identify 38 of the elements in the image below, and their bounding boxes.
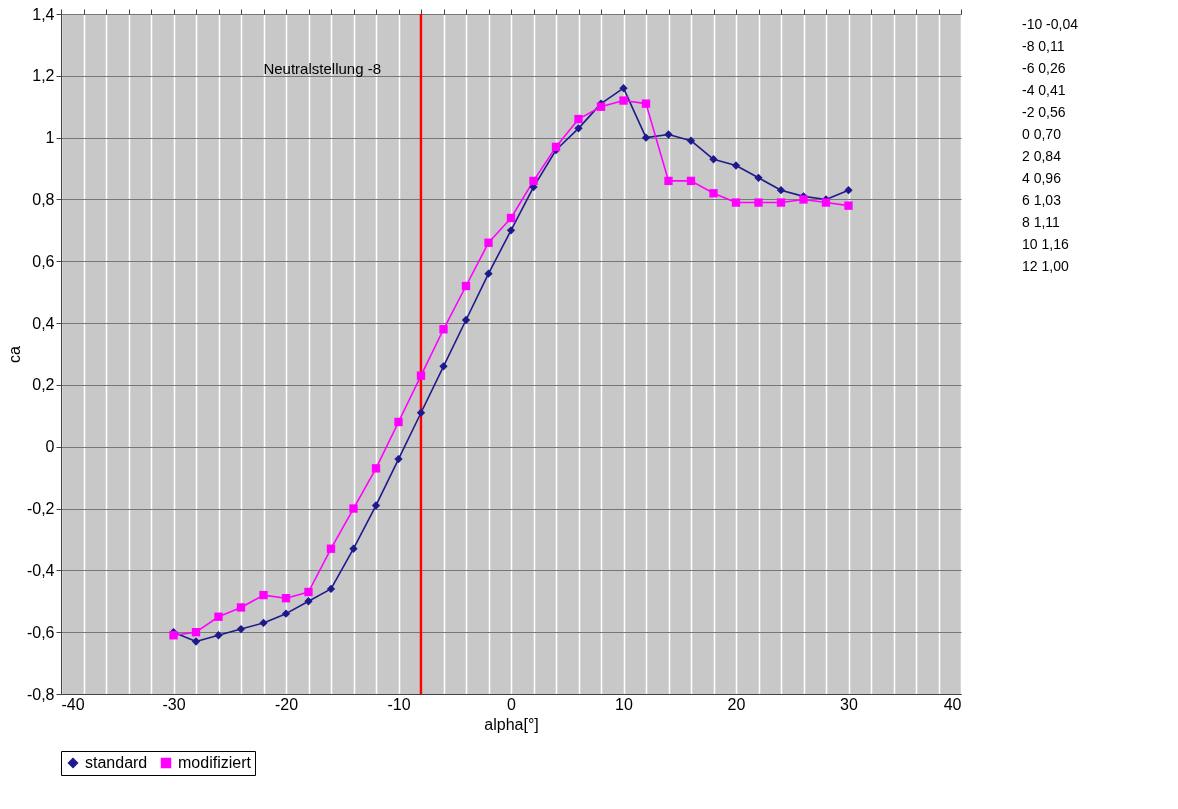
text: 8 1,11	[1022, 214, 1061, 230]
text: 4 0,96	[1022, 170, 1062, 186]
y-tick-label: 0,4	[32, 314, 55, 332]
x-axis-title: alpha[°]	[484, 715, 539, 733]
y-tick-label: 1	[45, 129, 55, 147]
text: -2 0,56	[1022, 104, 1066, 120]
y-tick-label: 1,2	[32, 67, 55, 85]
y-tick-label: 0,8	[32, 190, 55, 208]
y-axis-title: ca	[5, 345, 23, 363]
legend-label: modifiziert	[178, 754, 252, 771]
text: -10 -0,04	[1022, 16, 1079, 32]
text: 12 1,00	[1022, 258, 1069, 274]
x-tick-label: -40	[61, 695, 85, 713]
x-tick-label: 0	[507, 695, 517, 713]
y-tick-label: 0	[45, 438, 55, 456]
y-tick-label: -0,8	[26, 685, 55, 703]
text: 10 1,16	[1022, 236, 1069, 252]
x-tick-label: 10	[615, 695, 633, 713]
text: -6 0,26	[1022, 60, 1066, 76]
text: 0 0,70	[1022, 126, 1062, 142]
x-tick-label: -30	[162, 695, 186, 713]
x-tick-label: -20	[274, 695, 299, 713]
y-tick-label: -0,4	[26, 561, 55, 579]
x-tick-label: -10	[387, 695, 411, 713]
ref-line-label: Neutralstellung -8	[263, 60, 381, 77]
y-tick-label: -0,6	[26, 623, 55, 641]
y-tick-label: -0,2	[26, 500, 55, 518]
text: -4 0,41	[1022, 82, 1066, 98]
y-tick-label: 0,6	[32, 252, 55, 270]
y-tick-label: 1,4	[32, 5, 55, 23]
x-tick-label: 20	[727, 695, 746, 713]
x-tick-label: 40	[943, 695, 962, 713]
text: -8 0,11	[1022, 38, 1065, 54]
text: 2 0,84	[1022, 148, 1062, 164]
y-tick-label: 0,2	[32, 376, 55, 394]
text: 6 1,03	[1022, 192, 1062, 208]
legend-label: standard	[85, 754, 148, 771]
x-tick-label: 30	[840, 695, 858, 713]
